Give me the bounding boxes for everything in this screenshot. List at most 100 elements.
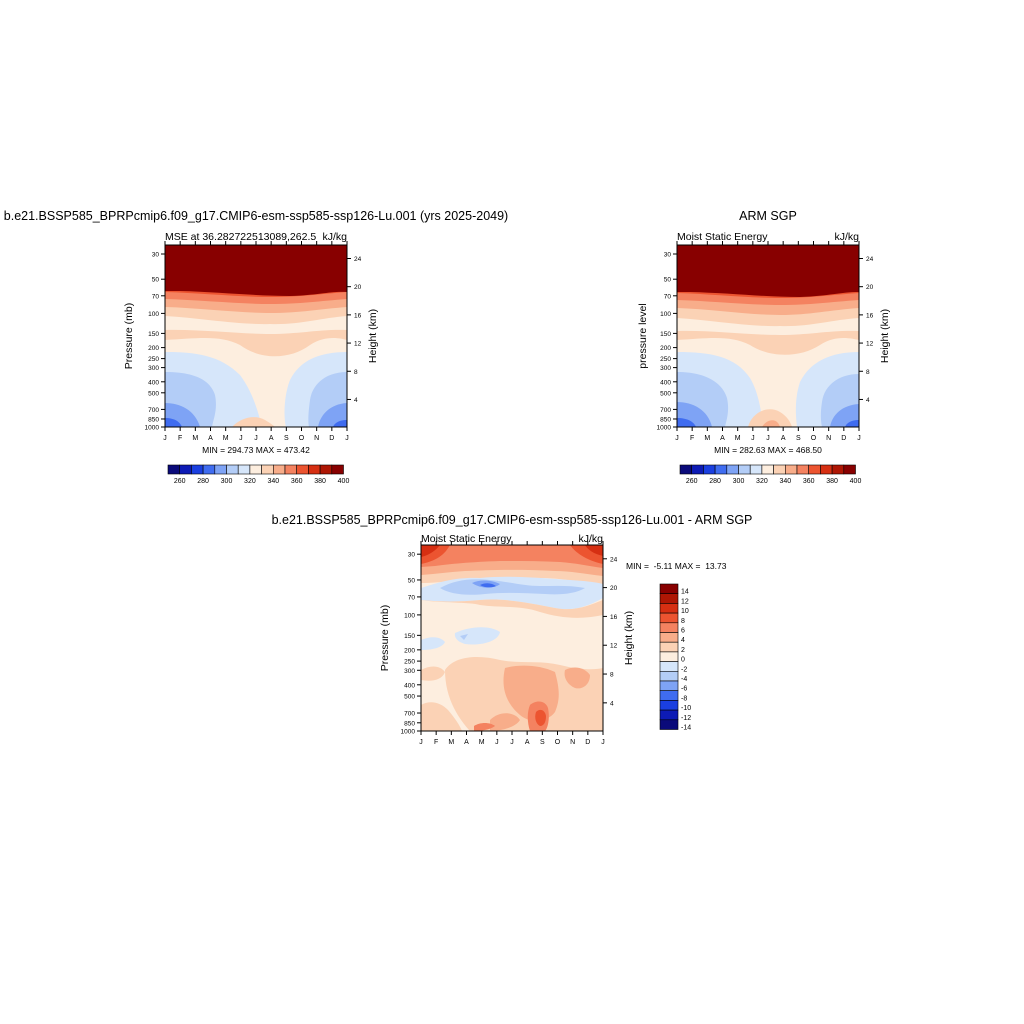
colorbar-label: 400 xyxy=(338,478,350,485)
panel-obs-left-label: Moist Static Energy xyxy=(677,231,768,243)
colorbar-label: 320 xyxy=(244,478,256,485)
panel-model-xtick-label: J xyxy=(163,435,167,442)
colorbar-label: 14 xyxy=(681,589,689,596)
panel-model-ytick-label: 850 xyxy=(148,416,159,423)
colorbar-label: -6 xyxy=(681,686,687,693)
panel-model-xtick-label: A xyxy=(269,435,274,442)
panel-obs-ytick-label: 700 xyxy=(660,407,671,414)
panel-obs-xtick-label: J xyxy=(766,435,770,442)
colorbar-swatch xyxy=(226,464,239,475)
panel-model-ylabel: Pressure (mb) xyxy=(123,303,135,370)
panel-obs-xtick-label: J xyxy=(751,435,755,442)
colorbar-swatch xyxy=(167,464,180,475)
colorbar-swatch xyxy=(820,464,833,475)
colorbar-swatch xyxy=(284,464,297,475)
panel-model-colorbar: 260 280 300 320 340 360 380 400 xyxy=(167,464,350,485)
panel-diff-xtick-label: M xyxy=(448,739,454,746)
panel-diff-ytick-label: 30 xyxy=(408,552,416,559)
panel-model-xtick-label: F xyxy=(178,435,182,442)
colorbar-label: 6 xyxy=(681,628,685,635)
panel-model-ytick-right-label: 12 xyxy=(354,341,362,348)
colorbar-label: 300 xyxy=(733,478,745,485)
colorbar-swatch xyxy=(659,661,679,672)
panel-diff-ytick-label: 150 xyxy=(404,633,415,640)
panel-diff-xtick-label: A xyxy=(464,739,469,746)
colorbar-label: -8 xyxy=(681,695,687,702)
panel-obs-xtick-label: S xyxy=(796,435,801,442)
panel-obs-ytick-label: 250 xyxy=(660,356,671,363)
colorbar-swatch xyxy=(261,464,274,475)
colorbar-label: 10 xyxy=(681,608,689,615)
panel-diff-xtick-label: M xyxy=(479,739,485,746)
colorbar-swatch xyxy=(703,464,716,475)
panel-obs-title: ARM SGP xyxy=(739,209,797,223)
colorbar-swatch xyxy=(296,464,309,475)
panel-model-ytick-label: 200 xyxy=(148,345,159,352)
panel-obs-xtick-label: O xyxy=(811,435,817,442)
panel-diff-xtick-label: J xyxy=(419,739,423,746)
panel-diff-xtick-label: J xyxy=(510,739,514,746)
panel-model-ytick-label: 700 xyxy=(148,407,159,414)
panel-model-ytick-label: 400 xyxy=(148,379,159,386)
panel-obs-ytick-right-label: 8 xyxy=(866,369,870,376)
colorbar-swatch xyxy=(659,651,679,662)
colorbar-label: 260 xyxy=(686,478,698,485)
colorbar-swatch xyxy=(659,632,679,643)
panel-model-xtick-label: J xyxy=(254,435,258,442)
colorbar-swatch xyxy=(659,641,679,653)
panel-model-left-label: MSE at 36.282722513089,262.5 xyxy=(165,231,316,243)
colorbar-swatch xyxy=(202,464,216,475)
colorbar-label: 380 xyxy=(314,478,326,485)
panel-model-ytick-right-label: 20 xyxy=(354,284,362,291)
panel-diff-ytick-label: 850 xyxy=(404,720,415,727)
colorbar-label: 380 xyxy=(826,478,838,485)
colorbar-label: 400 xyxy=(850,478,862,485)
colorbar-swatch xyxy=(749,464,763,475)
colorbar-swatch xyxy=(691,464,704,475)
panel-diff-field xyxy=(421,545,603,731)
panel-model-title: b.e21.BSSP585_BPRPcmip6.f09_g17.CMIP6-es… xyxy=(4,209,508,223)
panel-diff-ytick-label: 300 xyxy=(404,668,415,675)
colorbar-swatch xyxy=(659,612,679,624)
panel-obs-field xyxy=(677,245,859,427)
colorbar-label: -10 xyxy=(681,705,691,712)
panel-model-units: kJ/kg xyxy=(322,231,347,243)
panel-diff-xtick-label: O xyxy=(555,739,561,746)
panel-diff-ytick-right-label: 16 xyxy=(610,614,618,621)
colorbar-swatch xyxy=(796,464,809,475)
panel-obs-ytick-label: 100 xyxy=(660,311,671,318)
colorbar-swatch xyxy=(659,690,679,701)
panel-diff-ytick-label: 70 xyxy=(408,594,416,601)
panel-model-ytick-label: 300 xyxy=(148,365,159,372)
colorbar-swatch xyxy=(659,583,679,594)
panel-obs-ytick-right-label: 16 xyxy=(866,312,874,319)
colorbar-swatch xyxy=(761,464,774,475)
panel-model-stats: MIN = 294.73 MAX = 473.42 xyxy=(202,445,310,455)
colorbar-swatch xyxy=(191,464,204,475)
panel-obs-ytick-label: 150 xyxy=(660,331,671,338)
colorbar-swatch xyxy=(843,464,856,475)
panel-obs-ytick-label: 400 xyxy=(660,379,671,386)
colorbar-swatch xyxy=(773,464,786,475)
panel-obs-ytick-right-label: 4 xyxy=(866,397,870,404)
panel-model-ylabel-right: Height (km) xyxy=(367,309,379,363)
panel-model-xtick-label: D xyxy=(329,435,334,442)
panel-model-ytick-right-label: 24 xyxy=(354,256,362,263)
panel-obs-ytick-label: 70 xyxy=(664,293,672,300)
colorbar-swatch xyxy=(659,670,679,682)
colorbar-label: 340 xyxy=(267,478,279,485)
panel-obs-stats: MIN = 282.63 MAX = 468.50 xyxy=(714,445,822,455)
panel-model-xtick-label: O xyxy=(299,435,305,442)
panel-obs-ytick-right-label: 20 xyxy=(866,284,874,291)
colorbar-swatch xyxy=(726,464,739,475)
panel-model-xtick-label: A xyxy=(208,435,213,442)
panel-diff-xtick-label: F xyxy=(434,739,438,746)
panel-model-ytick-label: 1000 xyxy=(145,425,160,432)
colorbar-swatch xyxy=(331,464,344,475)
panel-model-xtick-label: J xyxy=(345,435,349,442)
panel-obs-xtick-label: N xyxy=(826,435,831,442)
colorbar-label: 4 xyxy=(681,637,685,644)
colorbar-label: -4 xyxy=(681,676,687,683)
panel-obs-xtick-label: M xyxy=(704,435,710,442)
